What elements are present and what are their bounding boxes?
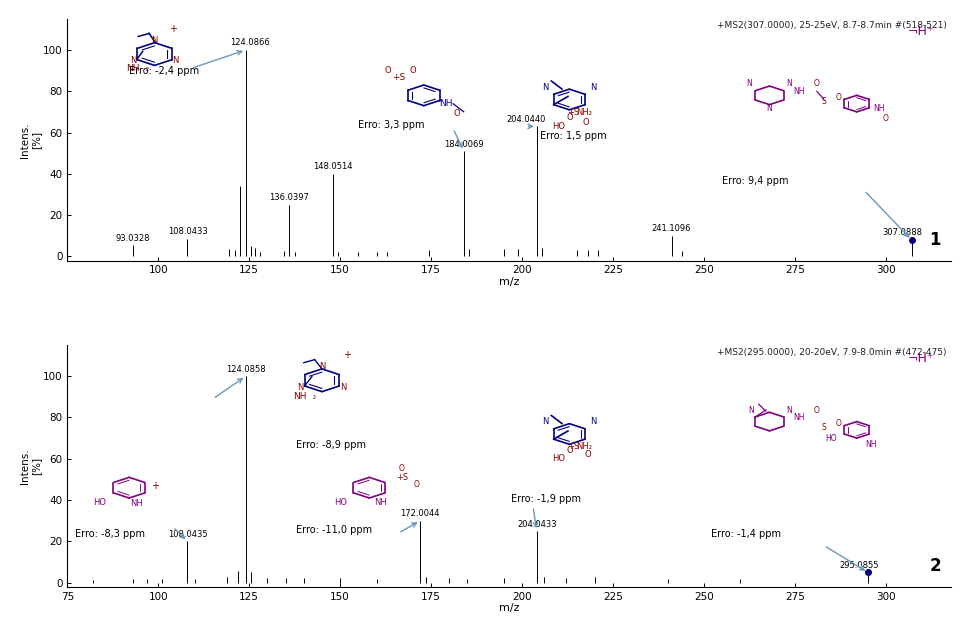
Text: O: O [836,419,842,428]
Text: NH: NH [873,104,884,114]
Text: NH: NH [374,498,386,507]
Text: HO: HO [333,498,347,507]
Text: N: N [152,36,158,45]
Text: ¬H⁺: ¬H⁺ [908,351,934,365]
Text: N: N [543,417,549,426]
Text: O: O [409,66,416,75]
Text: 307.0888: 307.0888 [882,228,923,237]
Text: S: S [822,423,826,432]
Text: Erro: -1,4 ppm: Erro: -1,4 ppm [711,529,781,540]
Text: 204.0440: 204.0440 [506,115,546,124]
Text: Erro: 9,4 ppm: Erro: 9,4 ppm [722,176,789,186]
Text: NH: NH [130,498,143,508]
Text: +: + [343,350,352,360]
Text: N: N [767,104,773,114]
Text: Erro: 1,5 ppm: Erro: 1,5 ppm [540,131,607,141]
Text: O: O [836,93,842,102]
Text: 172.0044: 172.0044 [401,509,440,518]
Text: NH: NH [293,392,307,401]
Text: Erro: 3,3 ppm: Erro: 3,3 ppm [358,121,425,131]
Text: NH: NH [439,99,453,108]
Y-axis label: Intens.
[%]: Intens. [%] [20,122,41,158]
Text: N: N [131,56,136,66]
Text: N: N [543,83,549,91]
X-axis label: m/z: m/z [499,277,520,287]
Text: N: N [749,406,754,415]
Text: 124.0866: 124.0866 [231,38,270,47]
Text: 136.0397: 136.0397 [269,193,309,203]
Text: 184.0069: 184.0069 [444,139,483,149]
Text: +S: +S [567,442,579,451]
Text: 93.0328: 93.0328 [115,233,150,243]
Text: ₂: ₂ [313,392,316,401]
Text: O: O [584,450,591,459]
Text: O: O [413,480,420,489]
Text: 1: 1 [929,230,941,249]
Text: 295.0855: 295.0855 [839,561,878,570]
Text: +MS2(307.0000), 25-25eV, 8.7-8.7min #(518-521): +MS2(307.0000), 25-25eV, 8.7-8.7min #(51… [717,21,947,30]
Text: 124.0858: 124.0858 [226,365,265,374]
Text: 241.1096: 241.1096 [652,225,691,233]
Text: ₂: ₂ [146,64,149,73]
Text: N: N [590,83,596,91]
Text: 108.0433: 108.0433 [167,227,208,237]
Text: HO: HO [552,454,565,463]
Text: S: S [822,97,826,106]
Text: NH: NH [866,440,877,449]
Text: +: + [169,24,177,34]
Text: ¬H⁺: ¬H⁺ [908,25,934,38]
Text: N: N [298,383,304,392]
Text: N: N [590,417,596,426]
Text: HO: HO [93,498,107,507]
X-axis label: m/z: m/z [499,603,520,613]
Text: O: O [814,80,820,88]
Text: O: O [384,66,391,75]
Text: O: O [566,446,573,455]
Text: +MS2(295.0000), 20-20eV, 7.9-8.0min #(472-475): +MS2(295.0000), 20-20eV, 7.9-8.0min #(47… [718,348,947,357]
Text: Erro: -8,3 ppm: Erro: -8,3 ppm [75,529,144,540]
Text: 108.0435: 108.0435 [167,530,208,539]
Text: N: N [747,80,752,88]
Text: Erro: -1,9 ppm: Erro: -1,9 ppm [511,494,581,504]
Text: 204.0433: 204.0433 [517,519,556,529]
Text: N: N [319,362,325,371]
Text: +S: +S [396,473,408,482]
Text: Erro: -8,9 ppm: Erro: -8,9 ppm [297,440,366,451]
Text: +S: +S [567,109,579,117]
Text: +: + [151,481,159,491]
Text: O: O [566,112,573,122]
Text: Erro: -11,0 ppm: Erro: -11,0 ppm [297,525,373,535]
Text: NH: NH [793,86,804,96]
Text: NH: NH [793,413,804,422]
Text: NH₂: NH₂ [576,109,592,117]
Y-axis label: Intens.
[%]: Intens. [%] [20,448,41,484]
Text: N: N [787,406,793,415]
Text: NH: NH [126,64,139,73]
Text: N: N [787,80,793,88]
Text: O: O [454,109,460,119]
Text: Erro: -2,4 ppm: Erro: -2,4 ppm [129,66,199,76]
Text: +S: +S [392,73,405,82]
Text: O: O [582,118,589,127]
Text: O: O [399,464,405,473]
Text: HO: HO [552,122,565,131]
Text: O: O [883,114,889,122]
Text: 2: 2 [929,557,941,575]
Text: NH₂: NH₂ [576,442,592,451]
Text: 148.0514: 148.0514 [313,162,353,172]
Text: N: N [340,383,346,392]
Text: HO: HO [825,433,837,442]
Text: N: N [173,56,179,66]
Text: O: O [814,406,820,415]
